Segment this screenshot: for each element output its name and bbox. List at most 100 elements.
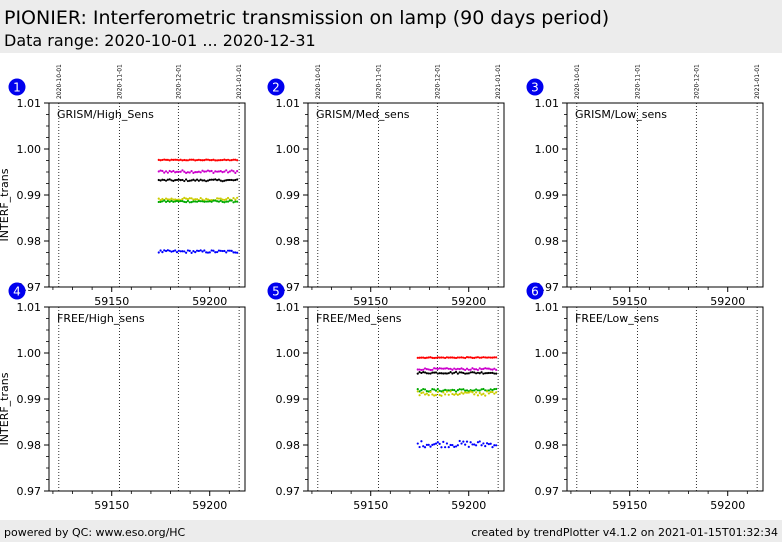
data-point-red <box>168 159 171 162</box>
data-point-yellow <box>475 391 478 394</box>
data-point-red <box>188 158 191 161</box>
data-point-magenta <box>473 368 476 371</box>
data-point-blue <box>422 445 425 448</box>
data-point-blue <box>232 251 235 254</box>
data-point-magenta <box>453 367 456 370</box>
data-point-yellow <box>161 197 164 201</box>
data-point-green <box>161 200 164 203</box>
data-point-yellow <box>427 394 430 397</box>
data-point-blue <box>476 441 480 444</box>
data-point-green <box>453 389 456 392</box>
data-point-black <box>484 372 487 375</box>
data-point-yellow <box>453 393 456 396</box>
data-point-green <box>223 201 226 204</box>
data-point-blue <box>205 251 208 254</box>
data-point-green <box>423 388 427 391</box>
data-point-blue <box>484 445 487 448</box>
data-point-yellow <box>425 392 428 395</box>
data-point-magenta <box>197 170 200 173</box>
x-tick-label: 59200 <box>710 499 745 512</box>
data-point-blue <box>427 443 430 446</box>
data-point-blue <box>469 441 472 444</box>
data-point-yellow <box>188 197 191 200</box>
data-point-red <box>217 159 221 162</box>
data-point-green <box>458 388 461 391</box>
data-point-red <box>201 159 204 162</box>
data-point-magenta <box>226 171 230 174</box>
y-tick-label: 0.99 <box>535 393 560 406</box>
data-point-magenta <box>185 171 188 174</box>
data-point-black <box>164 179 168 182</box>
data-point-red <box>489 356 492 359</box>
panel-number: 5 <box>272 285 280 299</box>
data-point-yellow <box>464 391 467 394</box>
y-tick-label: 0.98 <box>17 235 42 248</box>
data-point-red <box>197 158 200 161</box>
data-point-magenta <box>454 368 458 371</box>
data-point-magenta <box>159 169 162 172</box>
data-point-green <box>451 388 454 391</box>
data-point-red <box>467 356 470 359</box>
data-point-blue <box>465 440 469 443</box>
data-point-black <box>436 372 439 375</box>
data-point-black <box>440 372 443 375</box>
panel-label: GRISM/Low_sens <box>575 108 667 121</box>
data-point-magenta <box>425 368 428 371</box>
x-tick-label: 59200 <box>192 499 227 512</box>
data-point-green <box>447 389 450 392</box>
data-point-magenta <box>462 368 465 371</box>
data-point-yellow <box>418 394 421 397</box>
plot-frame <box>566 102 764 288</box>
report-header: PIONIER: Interferometric transmission on… <box>0 0 782 53</box>
data-point-magenta <box>199 171 202 174</box>
panel-number-badge <box>8 78 26 96</box>
data-point-black <box>197 179 200 182</box>
data-point-yellow <box>482 392 485 395</box>
data-point-red <box>454 356 458 360</box>
data-point-yellow <box>493 392 496 395</box>
data-point-green <box>225 200 228 203</box>
data-point-black <box>444 372 447 375</box>
data-point-magenta <box>476 368 480 372</box>
data-point-red <box>451 356 454 359</box>
data-point-magenta <box>416 368 419 371</box>
data-point-red <box>440 356 443 359</box>
data-point-blue <box>451 444 454 447</box>
data-point-red <box>447 356 450 359</box>
data-point-black <box>181 178 184 182</box>
data-point-magenta <box>190 169 193 173</box>
data-point-black <box>489 371 492 375</box>
data-point-blue <box>174 249 177 252</box>
data-point-black <box>186 179 190 183</box>
data-point-blue <box>188 249 191 252</box>
data-point-red <box>221 158 224 162</box>
data-point-red <box>228 159 231 162</box>
data-point-magenta <box>420 368 423 372</box>
data-point-magenta <box>456 367 459 370</box>
data-point-magenta <box>201 169 204 172</box>
y-tick-label: 0.97 <box>276 485 301 498</box>
data-point-blue <box>186 249 190 252</box>
data-point-yellow <box>157 197 160 200</box>
data-point-magenta <box>170 170 173 173</box>
data-point-black <box>230 178 233 182</box>
data-point-red <box>434 356 438 359</box>
data-point-black <box>453 371 456 374</box>
panel-label: FREE/High_sens <box>57 312 145 325</box>
data-point-black <box>217 178 221 181</box>
data-point-red <box>431 356 434 359</box>
data-point-black <box>456 372 459 375</box>
data-point-green <box>208 200 211 203</box>
data-point-yellow <box>206 198 210 201</box>
data-point-blue <box>175 251 179 254</box>
data-point-black <box>212 178 215 181</box>
data-point-blue <box>195 249 199 252</box>
data-point-green <box>473 389 476 392</box>
data-point-magenta <box>471 367 474 370</box>
data-point-black <box>491 371 494 375</box>
data-point-black <box>163 178 166 182</box>
data-point-blue <box>163 249 166 252</box>
data-point-blue <box>445 442 449 445</box>
data-point-green <box>175 199 179 203</box>
data-point-black <box>447 372 450 375</box>
